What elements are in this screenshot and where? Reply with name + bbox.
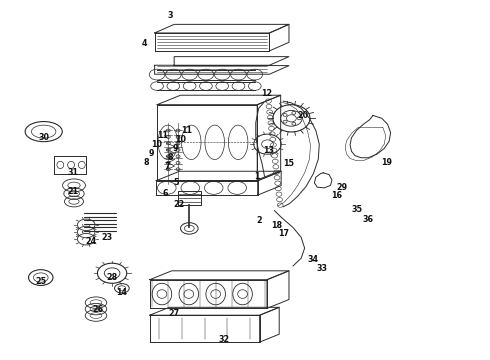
Text: 6: 6 xyxy=(162,189,168,198)
Text: 24: 24 xyxy=(86,237,97,246)
Text: 32: 32 xyxy=(219,335,230,344)
Text: 11: 11 xyxy=(181,126,192,135)
Text: 10: 10 xyxy=(175,135,186,144)
Text: 22: 22 xyxy=(173,200,185,209)
Text: 36: 36 xyxy=(363,215,374,224)
Text: 1: 1 xyxy=(254,172,260,181)
Text: 5: 5 xyxy=(173,178,178,187)
Text: 16: 16 xyxy=(331,190,343,199)
Text: 26: 26 xyxy=(92,305,103,314)
Text: 19: 19 xyxy=(381,158,392,167)
Text: 9: 9 xyxy=(148,149,154,158)
Text: 11: 11 xyxy=(157,131,169,140)
Text: 25: 25 xyxy=(35,276,47,285)
Text: 3: 3 xyxy=(168,11,173,20)
Text: 30: 30 xyxy=(38,133,49,142)
Text: 17: 17 xyxy=(279,229,290,238)
Text: 9: 9 xyxy=(173,144,178,153)
Text: 27: 27 xyxy=(169,309,180,318)
Text: 31: 31 xyxy=(68,168,78,177)
Text: 12: 12 xyxy=(262,89,272,98)
Text: 29: 29 xyxy=(336,183,347,192)
Text: 14: 14 xyxy=(116,288,127,297)
Text: 8: 8 xyxy=(144,158,149,167)
Text: 2: 2 xyxy=(257,216,263,225)
Text: 15: 15 xyxy=(284,159,294,168)
Text: 23: 23 xyxy=(101,233,113,242)
Text: 18: 18 xyxy=(271,221,282,230)
Text: 7: 7 xyxy=(164,162,170,171)
Text: 13: 13 xyxy=(263,146,274,155)
Text: 8: 8 xyxy=(168,153,173,162)
Text: 4: 4 xyxy=(142,39,147,48)
Text: 33: 33 xyxy=(317,265,328,274)
Text: 10: 10 xyxy=(151,140,163,149)
Text: 20: 20 xyxy=(297,111,308,120)
Text: 21: 21 xyxy=(68,187,78,196)
Text: 35: 35 xyxy=(352,205,363,214)
Text: 34: 34 xyxy=(308,255,319,264)
Text: 28: 28 xyxy=(106,273,118,282)
